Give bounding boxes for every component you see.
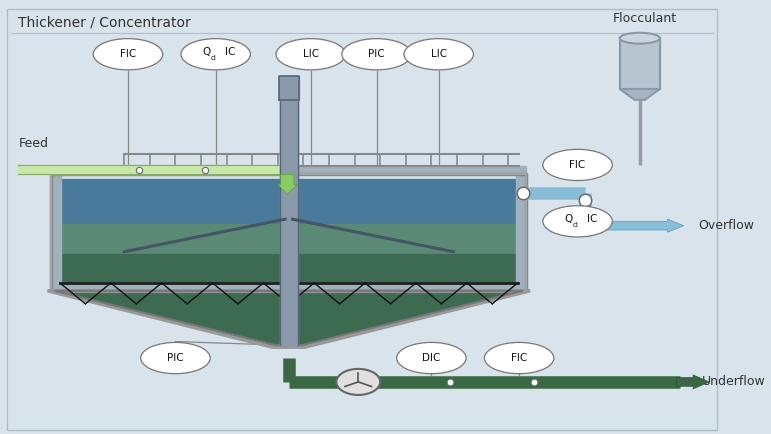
FancyArrow shape	[278, 174, 297, 194]
Text: FIC: FIC	[570, 160, 586, 170]
Ellipse shape	[181, 39, 251, 70]
Text: PIC: PIC	[369, 49, 385, 59]
Text: cl: cl	[210, 55, 217, 61]
Ellipse shape	[543, 149, 612, 181]
Ellipse shape	[93, 39, 163, 70]
Text: Feed: Feed	[19, 137, 49, 150]
Text: Q: Q	[203, 47, 211, 57]
FancyArrow shape	[585, 219, 684, 232]
Text: cl: cl	[573, 222, 578, 228]
Text: Thickener / Concentrator: Thickener / Concentrator	[19, 15, 191, 29]
Polygon shape	[55, 291, 523, 345]
Ellipse shape	[404, 39, 473, 70]
Text: DIC: DIC	[423, 353, 440, 363]
Text: PIC: PIC	[167, 353, 183, 363]
Text: Underflow: Underflow	[702, 375, 766, 388]
Ellipse shape	[276, 39, 345, 70]
Ellipse shape	[484, 342, 554, 374]
Text: LIC: LIC	[431, 49, 446, 59]
Text: Flocculant: Flocculant	[612, 12, 676, 25]
Circle shape	[336, 369, 380, 395]
Ellipse shape	[342, 39, 411, 70]
Text: Overflow: Overflow	[699, 219, 754, 232]
Ellipse shape	[141, 342, 210, 374]
Ellipse shape	[620, 33, 660, 44]
Ellipse shape	[396, 342, 466, 374]
FancyArrow shape	[676, 375, 709, 389]
Text: LIC: LIC	[303, 49, 318, 59]
Text: Q: Q	[564, 214, 573, 224]
Polygon shape	[620, 89, 660, 100]
Ellipse shape	[543, 206, 612, 237]
Text: FIC: FIC	[120, 49, 136, 59]
Text: FIC: FIC	[511, 353, 527, 363]
Text: IC: IC	[587, 214, 598, 224]
Text: IC: IC	[225, 47, 235, 57]
